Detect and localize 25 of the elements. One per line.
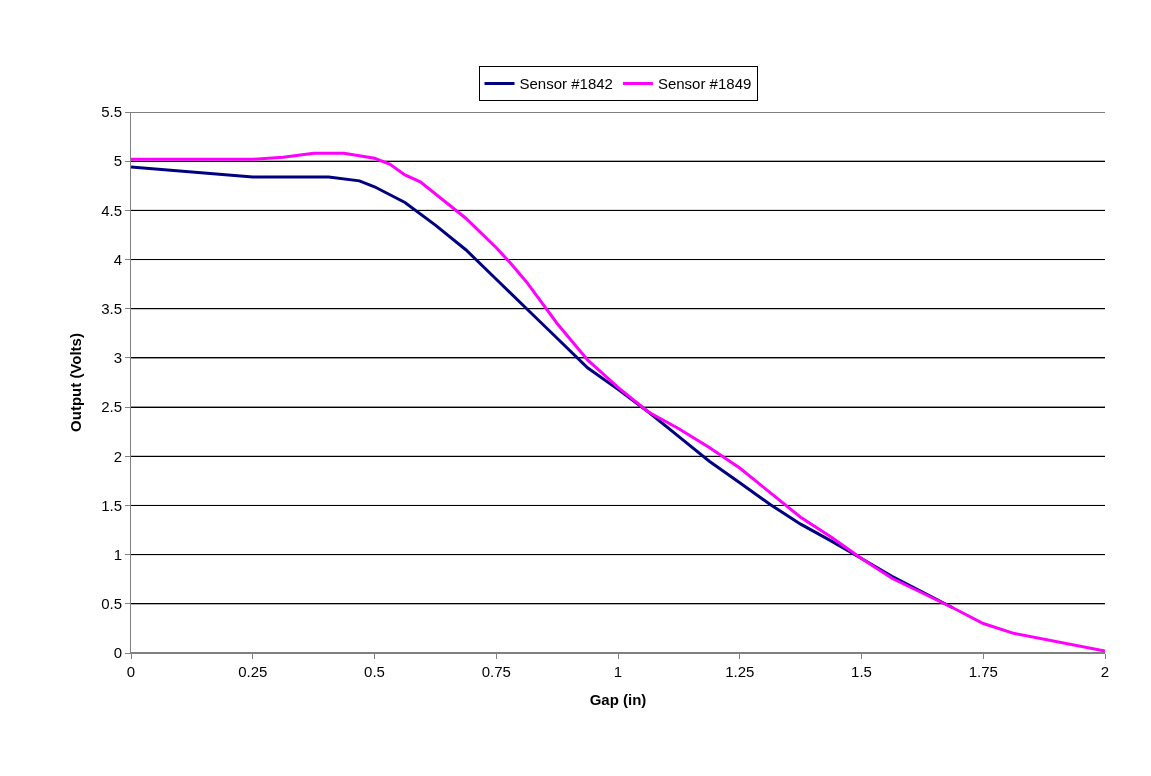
y-tick-label: 5.5	[101, 103, 122, 121]
y-tick-label: 4	[113, 250, 122, 268]
x-tick-label: 0	[126, 663, 136, 680]
x-tick-label: 0.25	[238, 663, 268, 680]
legend-label: Sensor #1842	[519, 75, 613, 93]
x-axis-title: Gap (in)	[589, 691, 647, 708]
y-tick-label: 1.5	[101, 496, 122, 514]
y-tick-label: 2	[113, 447, 122, 465]
x-tick-label: 0.75	[481, 663, 511, 680]
y-tick-label: 3.5	[101, 299, 122, 317]
x-tick-label: 1.5	[851, 663, 872, 680]
x-tick-label: 1	[613, 663, 623, 680]
x-tick-label: 2	[1100, 663, 1110, 680]
y-tick-label: 2.5	[101, 398, 122, 416]
y-tick-label: 5	[113, 152, 122, 170]
x-tick-label: 0.5	[364, 663, 385, 680]
y-tick-label: 0.5	[101, 595, 122, 613]
y-tick-label: 4.5	[101, 201, 122, 219]
y-axis-title: Output (Volts)	[67, 333, 85, 432]
x-tick-label: 1.75	[968, 663, 998, 680]
y-tick-label: 3	[113, 349, 122, 367]
y-tick-label: 0	[113, 644, 122, 662]
y-tick-label: 1	[113, 545, 122, 563]
legend-label: Sensor #1849	[657, 75, 752, 93]
x-tick-label: 1.25	[725, 663, 755, 680]
